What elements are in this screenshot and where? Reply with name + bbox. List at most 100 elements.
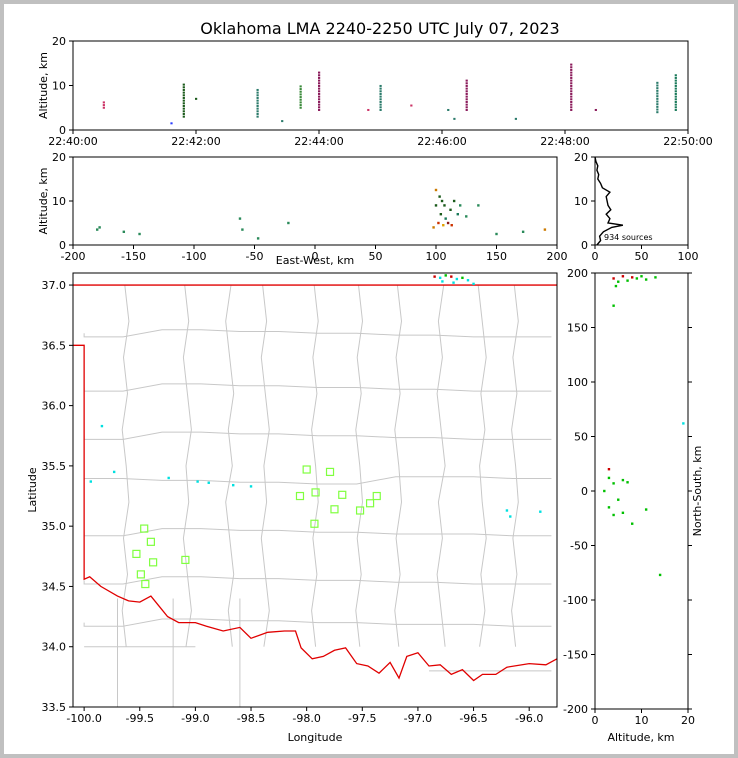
time-height-source bbox=[465, 95, 468, 98]
map-ylabel: Latitude bbox=[26, 467, 39, 513]
county-line bbox=[260, 284, 274, 647]
time-height-source bbox=[318, 87, 321, 90]
ew-height-xtick-label: -150 bbox=[121, 250, 146, 263]
map-xtick-label: -99.5 bbox=[126, 712, 154, 725]
time-height-source bbox=[299, 88, 302, 91]
map-source-point bbox=[232, 483, 235, 487]
ns-height-xlabel: Altitude, km bbox=[607, 731, 674, 744]
map-source-point bbox=[207, 481, 210, 484]
ew-source-point bbox=[437, 221, 440, 225]
time-height-source bbox=[182, 102, 185, 105]
lma-station-marker bbox=[141, 579, 150, 589]
time-height-source bbox=[570, 76, 573, 79]
map-source-point bbox=[433, 275, 436, 278]
ns-height-ytick-label: -50 bbox=[570, 540, 588, 553]
ew-source-point bbox=[434, 204, 438, 207]
ns-source-point bbox=[626, 279, 629, 282]
time-height-source bbox=[182, 112, 185, 115]
time-height-source bbox=[256, 96, 259, 99]
time-height-source bbox=[318, 90, 321, 93]
ns-height-ytick-label: -150 bbox=[563, 649, 588, 662]
lma-figure: Oklahoma LMA 2240-2250 UTC July 07, 2023… bbox=[26, 19, 713, 744]
chart-title: Oklahoma LMA 2240-2250 UTC July 07, 2023 bbox=[200, 19, 559, 38]
map-source-point bbox=[450, 275, 453, 278]
time-height-xtick-label: 22:50:00 bbox=[663, 135, 712, 148]
ns-source-point bbox=[621, 275, 625, 278]
time-height-source bbox=[570, 95, 573, 98]
time-height-source bbox=[594, 108, 597, 111]
altitude-histogram-panel: 0 50 100 0 10 20 934 sources bbox=[574, 151, 699, 263]
time-height-source bbox=[182, 110, 185, 113]
time-height-source bbox=[299, 104, 302, 107]
time-height-xtick-label: 22:46:00 bbox=[417, 135, 466, 148]
time-height-source bbox=[453, 117, 456, 120]
time-height-source bbox=[318, 79, 321, 82]
ns-source-point bbox=[682, 422, 685, 425]
map-source-point bbox=[167, 476, 170, 480]
county-line bbox=[83, 329, 552, 338]
ew-source-point bbox=[495, 232, 498, 236]
county-line bbox=[436, 284, 450, 647]
altitude-histogram-line bbox=[594, 156, 624, 246]
map-xtick-label: -96.0 bbox=[515, 712, 543, 725]
time-height-xtick-label: 22:42:00 bbox=[171, 135, 220, 148]
time-height-source bbox=[182, 99, 185, 102]
county-line bbox=[355, 284, 368, 647]
ew-source-point bbox=[122, 230, 126, 233]
time-height-source bbox=[299, 90, 302, 93]
time-height-xtick-label: 22:44:00 bbox=[294, 135, 343, 148]
time-height-source bbox=[656, 100, 659, 103]
lma-station-marker bbox=[146, 537, 155, 546]
time-height-source bbox=[656, 108, 659, 111]
ew-source-point bbox=[434, 188, 438, 192]
time-height-source bbox=[299, 85, 302, 88]
ns-source-point bbox=[621, 511, 625, 514]
time-height-source bbox=[656, 97, 659, 100]
ew-source-point bbox=[241, 228, 244, 231]
ew-source-point bbox=[449, 208, 452, 211]
time-height-source bbox=[256, 102, 259, 105]
time-height-source bbox=[379, 103, 382, 106]
histogram-xtick-label: 50 bbox=[635, 250, 649, 263]
time-height-source bbox=[656, 92, 659, 95]
map-ytick-label: 34.5 bbox=[42, 580, 67, 593]
lma-station-marker bbox=[136, 570, 145, 579]
ew-source-point bbox=[138, 232, 141, 236]
ew-source-point bbox=[459, 204, 462, 207]
histogram-xtick-label: 100 bbox=[678, 250, 699, 263]
time-height-source bbox=[570, 106, 573, 109]
ns-height-ytick-label: 0 bbox=[581, 485, 588, 498]
time-height-source bbox=[318, 95, 321, 98]
time-height-source bbox=[318, 98, 321, 101]
time-height-source bbox=[318, 74, 321, 77]
histogram-ytick-label: 20 bbox=[574, 151, 588, 164]
map-source-point bbox=[438, 276, 442, 280]
map-ytick-label: 36.5 bbox=[42, 339, 67, 352]
county-line bbox=[311, 284, 323, 647]
time-height-source bbox=[465, 87, 468, 90]
ew-source-point bbox=[96, 228, 99, 231]
time-height-source bbox=[182, 83, 185, 86]
map-ytick-label: 37.0 bbox=[42, 279, 67, 292]
time-height-source bbox=[570, 100, 573, 103]
time-height-source bbox=[256, 115, 259, 118]
time-height-source bbox=[674, 82, 677, 85]
time-height-source bbox=[256, 94, 259, 97]
ns-height-ytick-label: 50 bbox=[574, 431, 588, 444]
time-height-source bbox=[465, 84, 468, 87]
time-height-source bbox=[379, 95, 382, 98]
time-height-source bbox=[465, 98, 468, 101]
time-height-source bbox=[674, 108, 677, 111]
time-height-source bbox=[465, 90, 468, 93]
time-height-source bbox=[465, 92, 468, 95]
ew-source-point bbox=[440, 199, 444, 203]
time-height-source bbox=[656, 89, 659, 92]
time-height-source bbox=[514, 117, 517, 120]
time-height-source bbox=[674, 98, 677, 101]
ew-height-ytick-label: 20 bbox=[52, 151, 66, 164]
county-line bbox=[83, 431, 552, 440]
map-source-point bbox=[466, 279, 470, 282]
north-south-height-panel: 0 10 20 -200 -150 -100 -50 0 50 100 150 200 Altitude… bbox=[563, 267, 704, 744]
map-source-point bbox=[89, 480, 93, 483]
figure-frame: Oklahoma LMA 2240-2250 UTC July 07, 2023… bbox=[4, 4, 734, 754]
